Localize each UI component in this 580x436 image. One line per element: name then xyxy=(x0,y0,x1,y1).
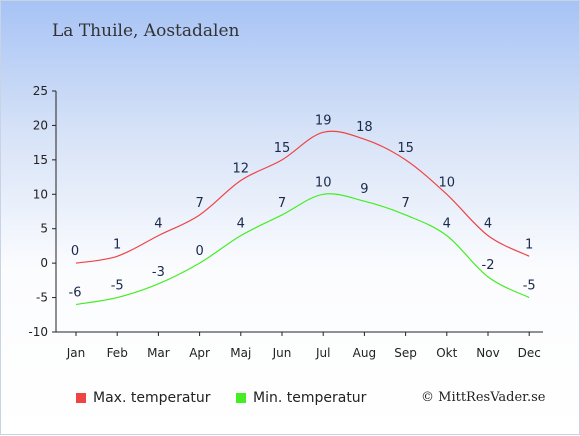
x-tick-label: Maj xyxy=(230,346,251,360)
max-data-label: 4 xyxy=(154,217,162,232)
min-data-label: 9 xyxy=(360,182,368,197)
legend-min-swatch xyxy=(236,393,246,403)
x-tick-label: Nov xyxy=(476,346,499,360)
legend-min: Min. temperatur xyxy=(236,390,366,406)
max-data-label: 7 xyxy=(195,196,203,211)
min-data-label: -6 xyxy=(69,285,82,300)
min-data-label: 10 xyxy=(315,175,332,190)
min-data-label: -5 xyxy=(523,279,536,294)
min-data-label: -5 xyxy=(111,279,124,294)
y-tick-label: 20 xyxy=(33,118,48,132)
max-data-label: 19 xyxy=(315,113,332,128)
max-data-label: 1 xyxy=(113,237,121,252)
y-tick-label: 10 xyxy=(33,187,48,201)
y-tick-label: 5 xyxy=(40,222,48,236)
min-data-label: 7 xyxy=(278,196,286,211)
x-tick-label: Okt xyxy=(436,346,457,360)
min-data-label: -2 xyxy=(482,258,495,273)
max-data-label: 4 xyxy=(484,217,492,232)
min-data-label: -3 xyxy=(152,265,165,280)
max-data-label: 15 xyxy=(397,141,414,156)
max-data-label: 1 xyxy=(525,237,533,252)
copyright-notice: © MittResVader.se xyxy=(421,390,546,405)
y-tick-label: -10 xyxy=(28,325,48,339)
max-temperature-line xyxy=(75,130,530,264)
chart-title: La Thuile, Aostadalen xyxy=(52,21,240,41)
max-data-label: 0 xyxy=(71,244,79,259)
x-tick-label: Jan xyxy=(66,346,86,360)
y-tick-label: 15 xyxy=(33,153,48,167)
min-temperature-line xyxy=(75,193,530,306)
legend-max-swatch xyxy=(76,393,86,403)
x-tick-label: Jun xyxy=(272,346,292,360)
y-tick-label: 25 xyxy=(33,84,48,98)
x-tick-label: Feb xyxy=(107,346,128,360)
max-data-label: 10 xyxy=(439,175,456,190)
legend-max-label: Max. temperatur xyxy=(93,390,211,406)
min-data-label: 4 xyxy=(443,217,451,232)
x-tick-label: Mar xyxy=(147,346,170,360)
legend-max: Max. temperatur xyxy=(76,390,211,406)
x-tick-label: Apr xyxy=(189,346,210,360)
max-data-label: 18 xyxy=(356,120,373,135)
x-tick-label: Aug xyxy=(353,346,376,360)
x-tick-label: Dec xyxy=(518,346,541,360)
x-tick-label: Jul xyxy=(315,346,330,360)
max-data-label: 12 xyxy=(233,162,250,177)
y-tick-label: -5 xyxy=(36,291,48,305)
legend-min-label: Min. temperatur xyxy=(253,390,367,406)
min-data-label: 0 xyxy=(195,244,203,259)
max-data-label: 15 xyxy=(274,141,291,156)
min-data-label: 4 xyxy=(237,217,245,232)
y-tick-label: 0 xyxy=(40,256,48,270)
min-data-label: 7 xyxy=(401,196,409,211)
x-tick-label: Sep xyxy=(394,346,417,360)
